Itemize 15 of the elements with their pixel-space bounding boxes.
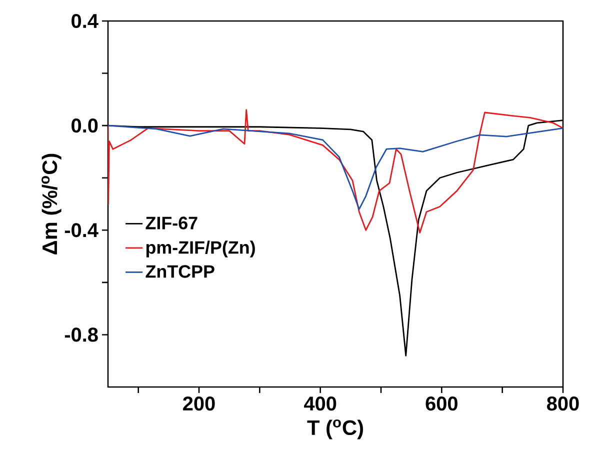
x-axis-title: T ($^{o}$C)	[307, 419, 363, 440]
y-tick-label: 0.4	[72, 14, 98, 28]
y-tick-label: -0.4	[64, 223, 98, 238]
x-tick-label: 800	[547, 396, 579, 411]
x-tick-label: 600	[426, 396, 458, 411]
y-axis-title: Δm (%/$^{o}$C)	[42, 154, 62, 254]
line-series	[108, 124, 563, 210]
line-series	[108, 109, 563, 234]
legend-label: pm-ZIF/P(Zn)	[146, 240, 255, 258]
y-tick-label: 0.0	[72, 118, 98, 133]
legend-label: ZIF-67	[146, 216, 198, 230]
x-tick-label: 400	[304, 396, 336, 411]
y-tick-label: -0.8	[64, 328, 98, 342]
x-tick-label: 200	[183, 396, 215, 411]
legend-label: ZnTCPP	[146, 265, 214, 278]
